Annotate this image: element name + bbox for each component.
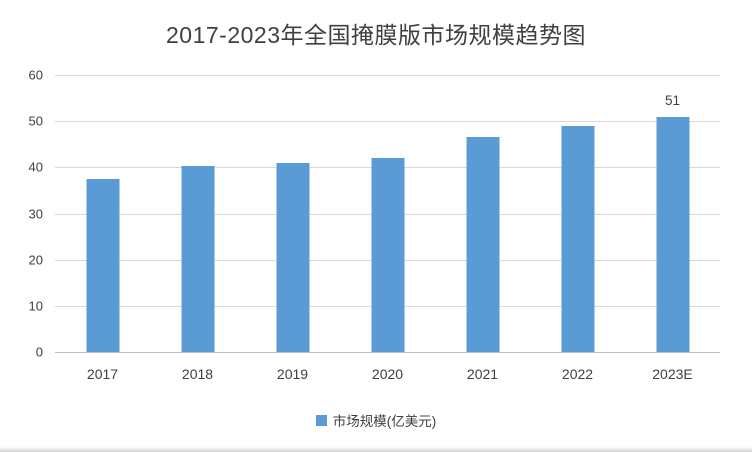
x-tick-label: 2020 (371, 366, 404, 382)
bar-2019 (276, 162, 309, 352)
bar-2017 (86, 178, 119, 352)
x-tick-label: 2021 (466, 366, 499, 382)
y-tick-label: 0 (35, 344, 43, 360)
y-tick-label: 40 (28, 159, 43, 175)
bar-2018 (181, 165, 214, 352)
plot-area: 0 10 20 30 40 50 60 2017 2018 2019 2020 2021 2022 202… (29, 68, 720, 382)
x-tick-label: 2022 (561, 366, 594, 382)
gridline (55, 75, 720, 76)
bar-2023E (656, 116, 689, 352)
y-tick-label: 20 (28, 252, 43, 268)
bar-2022 (561, 125, 594, 352)
y-tick-label: 10 (28, 298, 43, 314)
y-tick-label: 60 (28, 67, 43, 83)
y-tick-label: 30 (28, 206, 43, 221)
bar-2021 (466, 137, 499, 352)
legend-swatch-icon (315, 414, 327, 426)
bar-data-label: 51 (664, 92, 681, 108)
legend-label: 市场规模(亿美元) (332, 414, 437, 429)
y-tick-label: 50 (28, 113, 43, 129)
x-tick-label: 2023E (652, 366, 693, 382)
gridline (55, 121, 720, 123)
legend: 市场规模(亿美元) (0, 410, 752, 430)
x-axis-line (55, 352, 720, 353)
x-tick-label: 2018 (181, 366, 214, 382)
x-tick-label: 2019 (276, 366, 309, 382)
chart-title: 2017-2023年全国掩膜版市场规模趋势图 (166, 22, 586, 48)
x-tick-label: 2017 (86, 366, 119, 382)
bottom-edge-shadow (0, 447, 752, 452)
bar-2020 (371, 158, 404, 352)
